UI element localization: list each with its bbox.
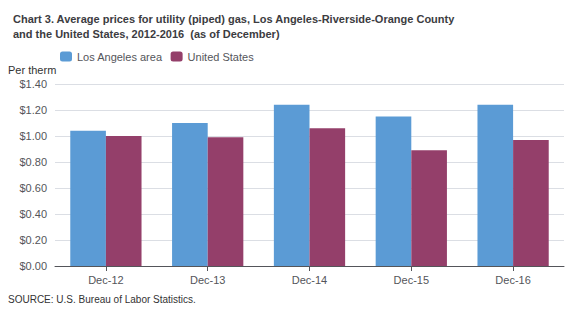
svg-text:Dec-14: Dec-14 [292, 274, 327, 286]
svg-text:Dec-15: Dec-15 [394, 274, 429, 286]
svg-text:Per therm: Per therm [8, 64, 56, 76]
svg-text:and the United States, 2012-20: and the United States, 2012-2016 (as of … [13, 28, 280, 40]
svg-text:Dec-12: Dec-12 [88, 274, 123, 286]
svg-text:$0.40: $0.40 [19, 208, 47, 220]
svg-text:$0.00: $0.00 [19, 260, 47, 272]
svg-text:SOURCE: U.S. Bureau of Labor S: SOURCE: U.S. Bureau of Labor Statistics. [8, 294, 196, 305]
svg-text:$1.20: $1.20 [19, 104, 47, 116]
svg-text:$0.80: $0.80 [19, 156, 47, 168]
svg-text:$0.20: $0.20 [19, 234, 47, 246]
svg-text:Los Angeles area: Los Angeles area [77, 51, 163, 63]
svg-text:$1.00: $1.00 [19, 130, 47, 142]
svg-text:Dec-13: Dec-13 [190, 274, 225, 286]
svg-text:$0.60: $0.60 [19, 182, 47, 194]
svg-text:$1.40: $1.40 [19, 78, 47, 90]
svg-text:United States: United States [188, 51, 255, 63]
svg-text:Chart 3. Average prices for ut: Chart 3. Average prices for utility (pip… [13, 13, 455, 25]
svg-text:Dec-16: Dec-16 [495, 274, 530, 286]
